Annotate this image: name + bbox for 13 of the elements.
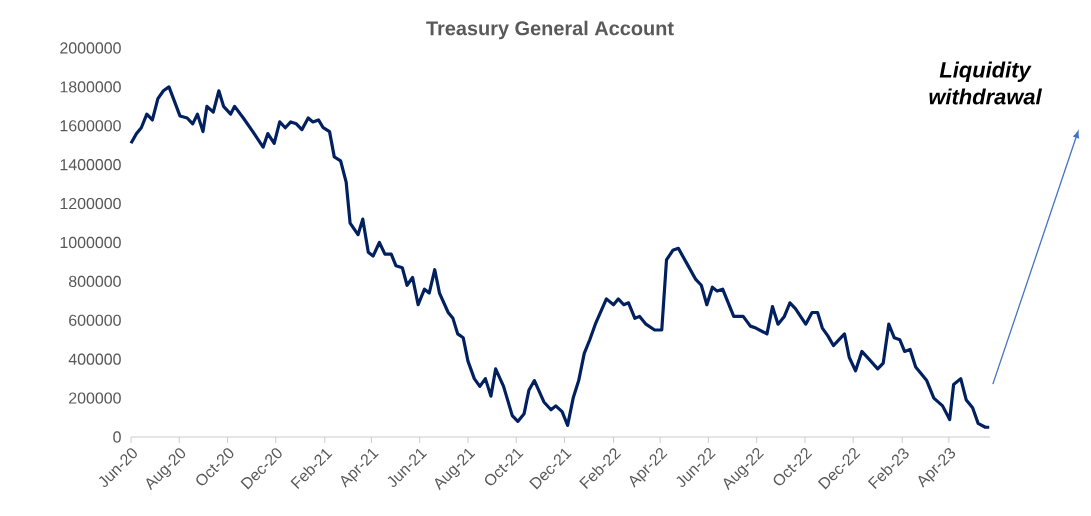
- y-tick-label: 800000: [68, 275, 121, 288]
- y-tick-label: 400000: [68, 353, 121, 365]
- y-tick-label: 200000: [69, 392, 121, 404]
- y-tick-label: 1800000: [60, 81, 121, 93]
- chart-title: Treasury General Account: [426, 20, 674, 40]
- y-tick-label: 1400000: [60, 159, 121, 171]
- y-tick-label: 1600000: [60, 120, 121, 132]
- annotation: Liquidity withdrawal: [929, 61, 1043, 105]
- y-tick-label: 1000000: [60, 236, 121, 249]
- y-tick-label: 0: [113, 431, 121, 443]
- y-tick-label: 600000: [69, 314, 121, 326]
- y-tick-label: 2000000: [60, 42, 121, 54]
- y-tick-label: 1200000: [60, 197, 121, 210]
